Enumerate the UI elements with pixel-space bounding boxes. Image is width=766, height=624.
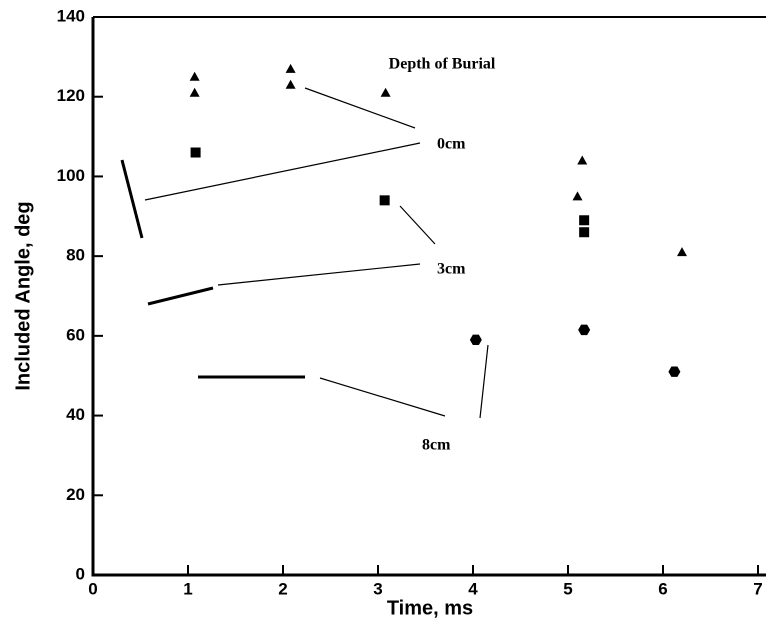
triangle-marker [572,191,583,201]
triangle-marker [380,87,391,97]
axes [91,17,766,577]
y-tick-label: 20 [66,485,85,504]
triangle-marker [285,79,296,89]
x-tick-label: 2 [278,579,287,598]
x-tick-label: 4 [468,579,478,598]
triangle-marker [189,71,200,81]
legend-leaders [120,87,489,419]
triangle-marker [577,155,588,165]
x-tick-label: 3 [373,579,382,598]
square-marker [379,195,390,206]
legend-title: Depth of Burial [389,56,496,73]
triangle-marker [677,247,687,257]
square-marker [190,147,201,158]
x-tick-label: 0 [88,579,97,598]
x-tick-label: 5 [563,579,572,598]
legend-label: 0cm [437,136,466,153]
y-axis-title: Included Angle, deg [12,201,34,390]
square-marker [579,215,590,226]
y-tick-label: 60 [66,325,85,344]
x-axis-title: Time, ms [387,597,473,619]
x-tick-label: 6 [658,579,667,598]
square-marker [579,227,590,238]
hexagon-marker [469,334,482,346]
y-tick-label: 0 [76,564,85,583]
x-tick-label: 1 [183,579,192,598]
triangle-marker [189,87,200,97]
legend-label: 3cm [437,261,466,278]
triangle-marker [285,63,296,73]
legend-label: 8cm [422,437,451,454]
x-tick-label: 7 [753,579,762,598]
hexagon-marker [578,324,591,336]
y-tick-label: 40 [66,405,85,424]
y-tick-label: 80 [66,246,85,265]
y-tick-label: 140 [57,6,85,25]
hexagon-marker [668,366,681,377]
y-tick-label: 100 [57,166,85,185]
y-tick-label: 120 [57,86,85,105]
